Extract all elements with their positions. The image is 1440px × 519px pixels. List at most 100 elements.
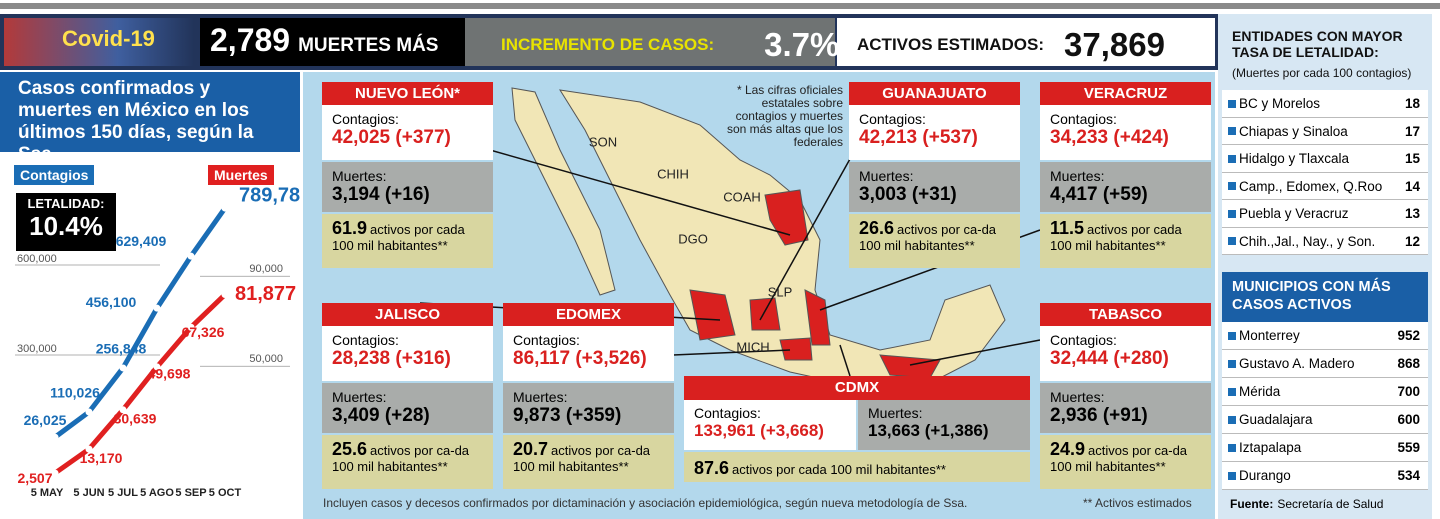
list-row: Gustavo A. Madero 868 <box>1222 350 1428 378</box>
muertes: 9,873 (+359) <box>513 405 622 426</box>
data-label: 456,100 <box>86 294 137 310</box>
bullet <box>1228 360 1236 368</box>
contagios-box: Contagios: 32,444 (+280) <box>1040 326 1211 381</box>
active-box: 87.6 activos por cada 100 mil habitantes*… <box>684 452 1030 482</box>
row-value: 600 <box>1397 412 1420 427</box>
muertes: 2,936 (+91) <box>1050 405 1148 426</box>
data-label: 256,848 <box>96 341 147 357</box>
connector <box>759 149 856 321</box>
data-label: 49,698 <box>148 366 191 382</box>
muertes-label: Muertes: <box>1050 389 1105 405</box>
lethality-box: LETALIDAD: 10.4% <box>16 193 116 251</box>
footer-note: ** Activos estimados <box>1083 496 1192 510</box>
active-label: ACTIVOS ESTIMADOS: <box>857 35 1045 54</box>
contagios: 86,117 (+3,526) <box>513 348 647 369</box>
active-box: 20.7 activos por ca-da 100 mil habitantes… <box>503 435 674 489</box>
lethality: 10.4% <box>29 211 103 241</box>
x-tick-label: 5 MAY <box>31 487 64 499</box>
data-label: 629,409 <box>116 233 167 249</box>
data-label: 26,025 <box>24 412 67 428</box>
muertes-box: Muertes: 4,417 (+59) <box>1040 162 1211 212</box>
state-card: JALISCO Contagios: 28,238 (+316) Muertes: 3,… <box>322 303 493 489</box>
point <box>85 408 93 416</box>
muertes-box: Muertes: 3,194 (+16) <box>322 162 493 212</box>
row-value: 14 <box>1404 178 1420 194</box>
muertes-box: Muertes: 13,663 (+1,386) <box>858 400 1030 450</box>
data-label: 2,507 <box>17 470 52 486</box>
active-box: 26.6 activos por ca-da 100 mil habitantes… <box>849 214 1020 268</box>
row-name: Iztapalapa <box>1239 440 1302 455</box>
line-chart: 300,000 600,000 50,000 90,000 5 MAY 5 JUN 5 JU… <box>15 184 300 499</box>
row-name: Monterrey <box>1239 328 1300 343</box>
list-row: Durango 534 <box>1222 462 1428 490</box>
active-box: ACTIVOS ESTIMADOS: 37,869 <box>837 18 1215 66</box>
active-text: activos por ca-da 100 mil habitantes** <box>1050 443 1188 474</box>
state-highlight <box>749 297 781 331</box>
legend-entry: Contagios <box>14 165 95 185</box>
row-name: Camp., Edomex, Q.Roo <box>1239 178 1383 194</box>
x-tick-label: 5 JUN <box>73 487 104 499</box>
x-tick-label: 5 OCT <box>209 487 242 499</box>
list-row: Chih.,Jal., Nay., y Son. 12 <box>1222 228 1428 255</box>
y2-tick-label: 90,000 <box>249 263 283 275</box>
state-highlight <box>804 289 831 346</box>
active-text: activos por cada 100 mil habitantes** <box>1050 222 1182 253</box>
bullet <box>1228 444 1236 452</box>
active-text: activos por cada 100 mil habitantes** <box>732 462 946 477</box>
active-text: activos por ca-da 100 mil habitantes** <box>513 443 651 474</box>
list: Monterrey 952 Gustavo A. Madero 868 Mérida 70… <box>1222 322 1428 490</box>
bullet <box>1228 182 1236 191</box>
point <box>119 406 127 414</box>
contagios-box: Contagios: 133,961 (+3,668) <box>684 400 856 450</box>
state-card: GUANAJUATO Contagios: 42,213 (+537) Muertes… <box>849 82 1020 268</box>
state-card: CDMX Contagios: 133,961 (+3,668) Muertes: 13… <box>684 376 1030 482</box>
series-line <box>53 206 228 440</box>
contagios-label: Contagios: <box>1050 332 1117 348</box>
top-rule <box>0 3 1440 9</box>
muertes-box: Muertes: 2,936 (+91) <box>1040 383 1211 433</box>
lethality-label: LETALIDAD: <box>27 196 105 211</box>
point <box>221 291 229 299</box>
active-box: 61.9 activos por cada 100 mil habitantes*… <box>322 214 493 268</box>
point <box>119 364 127 372</box>
active-box: 24.9 activos por ca-da 100 mil habitantes… <box>1040 435 1211 489</box>
point <box>187 252 195 260</box>
bullet <box>1228 127 1236 136</box>
active-value: 87.6 <box>694 458 730 478</box>
point <box>51 469 59 477</box>
map-label: COAH <box>723 189 761 204</box>
point <box>221 204 229 212</box>
data-label: 30,639 <box>114 411 157 427</box>
row-name: Chiapas y Sinaloa <box>1239 123 1348 139</box>
point <box>187 323 195 331</box>
contagios-label: Contagios: <box>859 111 926 127</box>
muertes: 3,194 (+16) <box>332 184 430 205</box>
contagios-label: Contagios: <box>513 332 580 348</box>
connector <box>839 344 851 377</box>
contagios: 133,961 (+3,668) <box>694 421 824 440</box>
state-highlight <box>689 289 736 341</box>
entidades-title: ENTIDADES CON MAYOR TASA DE LETALIDAD: <box>1232 28 1403 60</box>
map-note: * Las cifras oficiales estatales sobre c… <box>726 83 843 149</box>
state-highlight <box>779 337 813 361</box>
state-name: GUANAJUATO <box>849 82 1020 105</box>
bullet <box>1228 99 1236 108</box>
y-tick-label: 300,000 <box>17 343 57 355</box>
row-name: Chih.,Jal., Nay., y Son. <box>1239 233 1376 249</box>
increase-label: INCREMENTO DE CASOS: <box>501 35 715 54</box>
state-highlight <box>764 189 809 246</box>
state-name: VERACRUZ <box>1040 82 1211 105</box>
row-value: 952 <box>1397 328 1420 343</box>
municipios-title: MUNICIPIOS CON MÁS CASOS ACTIVOS <box>1222 272 1428 322</box>
active-box: 11.5 activos por cada 100 mil habitantes*… <box>1040 214 1211 268</box>
row-name: BC y Morelos <box>1239 96 1321 111</box>
active-value: 20.7 <box>513 439 549 459</box>
row-value: 12 <box>1404 233 1420 249</box>
state-card: EDOMEX Contagios: 86,117 (+3,526) Muertes: 9… <box>503 303 674 489</box>
source: Fuente: Secretaría de Salud <box>1230 497 1383 511</box>
state-name: JALISCO <box>322 303 493 326</box>
peninsula <box>511 87 616 296</box>
muertes: 13,663 (+1,386) <box>868 421 989 440</box>
point <box>85 445 93 453</box>
